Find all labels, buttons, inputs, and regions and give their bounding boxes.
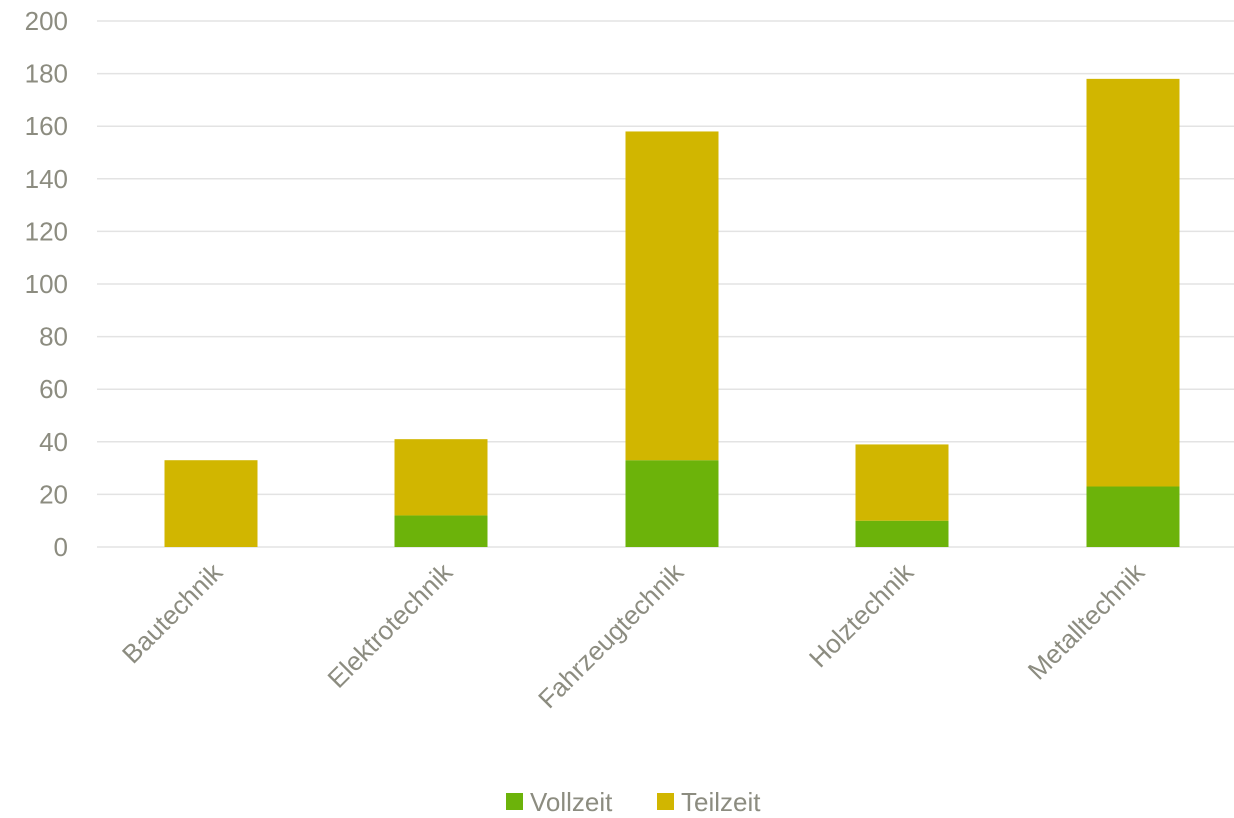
y-tick-label-60: 60 (39, 374, 68, 404)
y-tick-label-20: 20 (39, 479, 68, 509)
legend-label-vollzeit: Vollzeit (530, 787, 613, 817)
x-tick-label-fahrzeugtechnik: Fahrzeugtechnik (532, 556, 690, 714)
x-tick-label-elektrotechnik: Elektrotechnik (322, 556, 459, 693)
legend-swatch-vollzeit (506, 793, 523, 810)
y-tick-label-180: 180 (25, 59, 68, 89)
y-tick-label-160: 160 (25, 111, 68, 141)
bar-teilzeit-fahrzeugtechnik (625, 131, 719, 461)
bar-teilzeit-holztechnik (855, 444, 949, 521)
x-tick-label-holztechnik: Holztechnik (803, 556, 920, 673)
bar-teilzeit-bautechnik (164, 460, 258, 547)
x-axis-ticks: Bautechnik Elektrotechnik Fahrzeugtechnik H… (116, 556, 1151, 714)
y-tick-label-120: 120 (25, 216, 68, 246)
y-tick-label-40: 40 (39, 427, 68, 457)
legend: Vollzeit Teilzeit (506, 787, 761, 817)
y-tick-label-80: 80 (39, 322, 68, 352)
bar-vollzeit-elektrotechnik (394, 515, 488, 547)
legend-label-teilzeit: Teilzeit (681, 787, 761, 817)
bar-vollzeit-fahrzeugtechnik (625, 460, 719, 547)
legend-swatch-teilzeit (657, 793, 674, 810)
y-axis-ticks: 0 20 40 60 80 100 120 140 160 180 200 (25, 6, 68, 562)
x-tick-label-bautechnik: Bautechnik (116, 556, 229, 669)
bar-teilzeit-metalltechnik (1086, 78, 1180, 487)
bar-teilzeit-elektrotechnik (394, 439, 488, 516)
y-tick-label-140: 140 (25, 164, 68, 194)
bars (164, 78, 1180, 547)
bar-vollzeit-holztechnik (855, 520, 949, 547)
y-tick-label-100: 100 (25, 269, 68, 299)
y-tick-label-200: 200 (25, 6, 68, 36)
bar-vollzeit-metalltechnik (1086, 486, 1180, 547)
y-tick-label-0: 0 (54, 532, 68, 562)
x-tick-label-metalltechnik: Metalltechnik (1022, 556, 1151, 685)
